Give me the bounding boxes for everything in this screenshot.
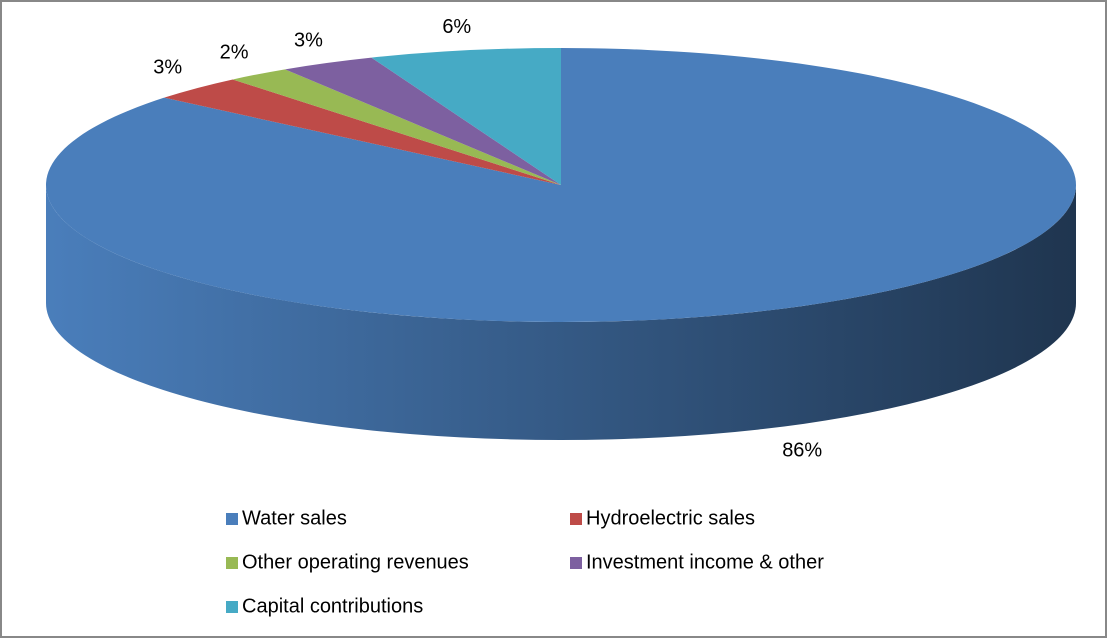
legend-swatch bbox=[226, 557, 238, 569]
legend-swatch bbox=[570, 513, 582, 525]
legend-label: Capital contributions bbox=[242, 595, 423, 617]
legend-swatch bbox=[226, 513, 238, 525]
pie-slice bbox=[232, 69, 562, 185]
legend-label: Hydroelectric sales bbox=[586, 507, 755, 529]
pie-slice-side bbox=[46, 185, 1076, 440]
pie-slice bbox=[371, 48, 561, 185]
pie-slice bbox=[285, 57, 561, 185]
legend-label: Other operating revenues bbox=[242, 551, 469, 573]
data-label: 3% bbox=[294, 29, 323, 51]
legend-swatch bbox=[570, 557, 582, 569]
legend-label: Water sales bbox=[242, 507, 347, 529]
pie-slice bbox=[164, 79, 562, 185]
data-label: 6% bbox=[442, 16, 471, 38]
legend-label: Investment income & other bbox=[586, 551, 824, 573]
data-label: 3% bbox=[153, 57, 182, 79]
data-label: 86% bbox=[782, 440, 822, 462]
legend-swatch bbox=[226, 601, 238, 613]
data-label: 2% bbox=[220, 42, 249, 64]
